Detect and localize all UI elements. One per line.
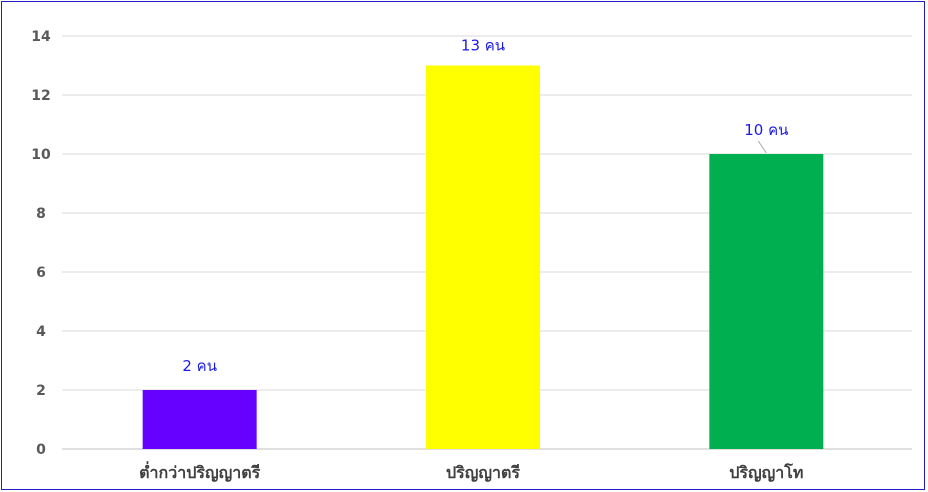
y-tick-label: 8 <box>36 206 46 222</box>
bar <box>142 390 257 449</box>
data-label: 13 คน <box>461 37 505 55</box>
y-tick-label: 2 <box>36 383 46 399</box>
data-label: 10 คน <box>744 121 788 139</box>
y-tick-label: 6 <box>36 265 46 281</box>
y-tick-label: 10 <box>31 147 51 163</box>
x-tick-label: ปริญญาตรี <box>446 463 520 483</box>
y-tick-label: 4 <box>36 324 46 340</box>
y-tick-label: 0 <box>36 442 46 458</box>
bar <box>709 154 824 449</box>
x-tick-label: ปริญญาโท <box>729 462 803 483</box>
x-tick-label: ต่ำกว่าปริญญาตรี <box>139 461 260 483</box>
data-label: 2 คน <box>182 357 217 375</box>
bar <box>426 65 540 449</box>
y-tick-label: 12 <box>31 88 50 104</box>
y-tick-label: 14 <box>31 29 51 45</box>
data-label-leader-line <box>757 140 767 154</box>
